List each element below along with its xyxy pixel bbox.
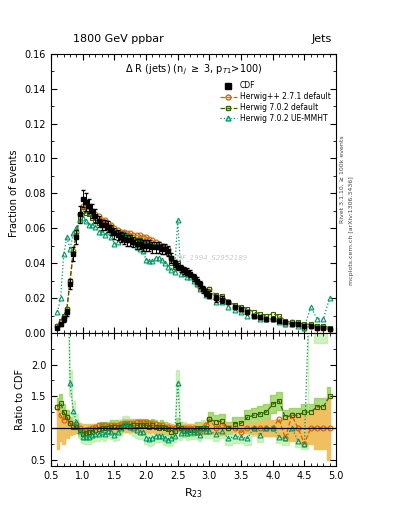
Y-axis label: Fraction of events: Fraction of events — [9, 150, 19, 237]
Text: 1800 GeV ppbar: 1800 GeV ppbar — [73, 33, 163, 44]
Text: $\Delta$ R (jets) (n$_j$ $\geq$ 3, p$_{T1}$>100): $\Delta$ R (jets) (n$_j$ $\geq$ 3, p$_{T… — [125, 62, 263, 76]
Y-axis label: Ratio to CDF: Ratio to CDF — [15, 369, 25, 430]
Text: CDF_1994_S2952189: CDF_1994_S2952189 — [173, 254, 248, 261]
Text: mcplots.cern.ch [arXiv:1306.3436]: mcplots.cern.ch [arXiv:1306.3436] — [349, 176, 354, 285]
Legend: CDF, Herwig++ 2.7.1 default, Herwig 7.0.2 default, Herwig 7.0.2 UE-MMHT: CDF, Herwig++ 2.7.1 default, Herwig 7.0.… — [219, 80, 332, 125]
Text: Rivet 3.1.10, ≥ 100k events: Rivet 3.1.10, ≥ 100k events — [340, 135, 345, 223]
X-axis label: R$_{23}$: R$_{23}$ — [184, 486, 203, 500]
Text: Jets: Jets — [312, 33, 332, 44]
